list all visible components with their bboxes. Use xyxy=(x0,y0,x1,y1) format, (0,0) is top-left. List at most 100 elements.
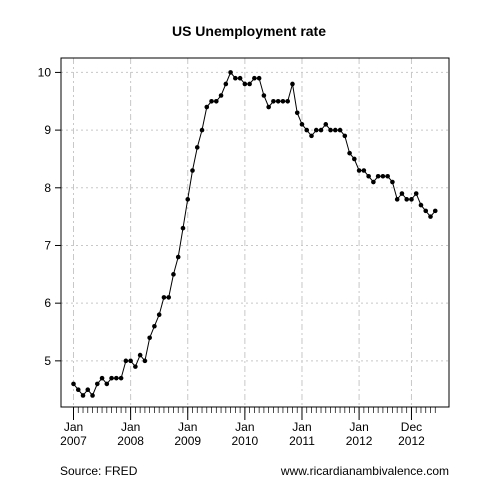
x-tick-label-month: Jan xyxy=(235,420,254,434)
data-point xyxy=(271,98,276,104)
data-point xyxy=(171,272,176,277)
data-point xyxy=(361,168,367,173)
data-point xyxy=(233,75,238,81)
data-point xyxy=(423,208,429,214)
data-point xyxy=(299,122,305,127)
data-point xyxy=(413,191,419,196)
data-point xyxy=(142,358,148,364)
series-layer xyxy=(71,70,438,398)
data-point xyxy=(347,150,352,156)
data-point xyxy=(371,179,376,185)
y-tick-label: 8 xyxy=(44,181,51,195)
data-point xyxy=(128,358,133,364)
data-point xyxy=(175,254,181,260)
data-point xyxy=(399,191,405,196)
data-point xyxy=(390,179,395,185)
data-point xyxy=(328,127,333,133)
x-tick-label-year: 2008 xyxy=(117,434,144,448)
data-point xyxy=(85,387,91,392)
data-point xyxy=(133,364,138,369)
data-point xyxy=(237,75,243,81)
x-tick-label-year: 2011 xyxy=(289,434,315,448)
data-point xyxy=(109,375,114,381)
data-point xyxy=(285,98,291,104)
x-tick-label-month: Jan xyxy=(121,420,140,434)
y-tick-label: 9 xyxy=(44,123,51,137)
data-point xyxy=(352,156,357,162)
data-point xyxy=(280,98,286,104)
data-point xyxy=(90,393,95,398)
data-point xyxy=(323,122,329,127)
data-point xyxy=(199,127,205,133)
grid-lines xyxy=(61,58,449,407)
y-tick-label: 10 xyxy=(38,65,52,79)
data-point xyxy=(156,312,162,318)
x-tick-label-month: Jan xyxy=(349,420,368,434)
axes: 5678910Jan2007Jan2008Jan2009Jan2010Jan20… xyxy=(38,57,450,448)
data-point xyxy=(99,375,105,381)
data-point xyxy=(242,81,248,87)
data-point xyxy=(71,381,76,387)
data-point xyxy=(209,98,214,104)
data-point xyxy=(118,375,124,381)
data-point xyxy=(428,214,433,219)
data-point xyxy=(294,110,300,116)
data-point xyxy=(218,93,224,98)
data-point xyxy=(166,295,171,300)
data-point xyxy=(333,127,338,133)
data-point xyxy=(290,81,295,87)
chart-title: US Unemployment rate xyxy=(172,23,326,39)
data-point xyxy=(75,387,81,392)
data-point xyxy=(194,145,200,150)
x-tick-label-year: 2012 xyxy=(346,434,373,448)
data-point xyxy=(337,127,343,133)
minor-x-ticks xyxy=(73,407,436,413)
data-point xyxy=(356,168,362,173)
x-tick-label-year: 2012 xyxy=(398,434,425,448)
data-point xyxy=(342,133,348,139)
x-tick-label-month: Jan xyxy=(178,420,197,434)
data-point xyxy=(114,375,119,381)
x-tick-label-year: 2007 xyxy=(60,434,87,448)
x-tick-label-month: Dec xyxy=(401,420,422,434)
data-point xyxy=(180,225,186,231)
data-point xyxy=(247,81,252,87)
data-point xyxy=(375,173,381,179)
data-point xyxy=(223,81,229,87)
data-point xyxy=(404,197,410,202)
data-point xyxy=(228,70,233,75)
y-tick-label: 6 xyxy=(44,296,51,310)
data-point xyxy=(123,358,129,364)
data-point xyxy=(366,173,371,179)
data-point xyxy=(266,104,271,110)
x-tick-label-month: Jan xyxy=(64,420,83,434)
series-line xyxy=(73,71,436,397)
data-point xyxy=(147,335,152,341)
data-point xyxy=(214,98,219,104)
website-note: www.ricardianambivalence.com xyxy=(280,464,449,478)
data-point xyxy=(252,75,257,81)
y-tick-label: 7 xyxy=(44,238,51,252)
data-point xyxy=(313,127,319,133)
data-point xyxy=(185,197,191,202)
data-point xyxy=(409,197,414,202)
data-point xyxy=(304,127,310,133)
data-point xyxy=(95,381,100,387)
data-point xyxy=(161,295,167,300)
data-point xyxy=(309,133,314,139)
data-point xyxy=(80,393,86,398)
data-point xyxy=(261,93,267,98)
data-point xyxy=(394,197,400,202)
x-tick-label-month: Jan xyxy=(292,420,311,434)
data-point xyxy=(275,98,281,104)
data-point xyxy=(380,173,386,179)
plot-frame xyxy=(60,57,450,408)
source-note: Source: FRED xyxy=(60,464,138,478)
data-point xyxy=(204,104,210,110)
data-point xyxy=(137,352,143,358)
x-tick-label-year: 2009 xyxy=(174,434,201,448)
data-point xyxy=(318,127,324,133)
y-tick-label: 5 xyxy=(44,354,51,368)
data-point xyxy=(256,75,262,81)
